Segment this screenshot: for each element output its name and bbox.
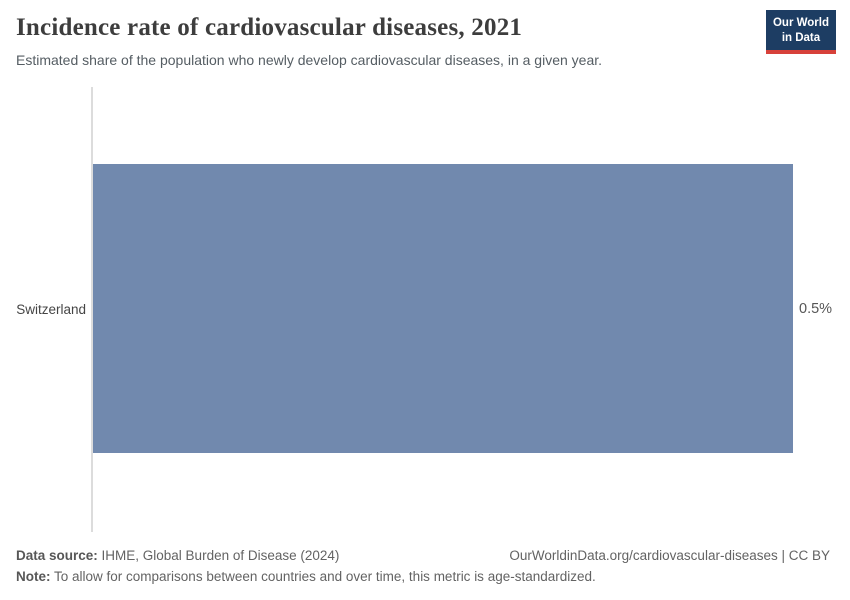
data-source-value: IHME, Global Burden of Disease (2024) (97, 548, 340, 563)
footer-url: OurWorldinData.org/cardiovascular-diseas… (509, 548, 830, 563)
owid-logo-line1: Our World (772, 17, 829, 29)
bar-switzerland[interactable] (92, 164, 793, 453)
data-source-label: Data source: (16, 548, 98, 563)
owid-logo-line2: in Data (781, 31, 821, 44)
footer-note-line: Note: To allow for comparisons between c… (16, 569, 830, 584)
note-value: To allow for comparisons between countri… (50, 569, 596, 584)
data-source-text: Data source: IHME, Global Burden of Dise… (16, 548, 339, 563)
page-title: Incidence rate of cardiovascular disease… (16, 14, 523, 41)
value-label: 0.5% (799, 301, 833, 317)
owid-logo[interactable]: Our World in Data (765, 10, 836, 54)
note-label: Note: (16, 569, 51, 584)
entity-label: Switzerland (16, 302, 86, 317)
chart-subtitle: Estimated share of the population who ne… (16, 52, 603, 68)
footer-source-line: Data source: IHME, Global Burden of Dise… (16, 548, 830, 563)
y-axis-line (91, 87, 93, 532)
